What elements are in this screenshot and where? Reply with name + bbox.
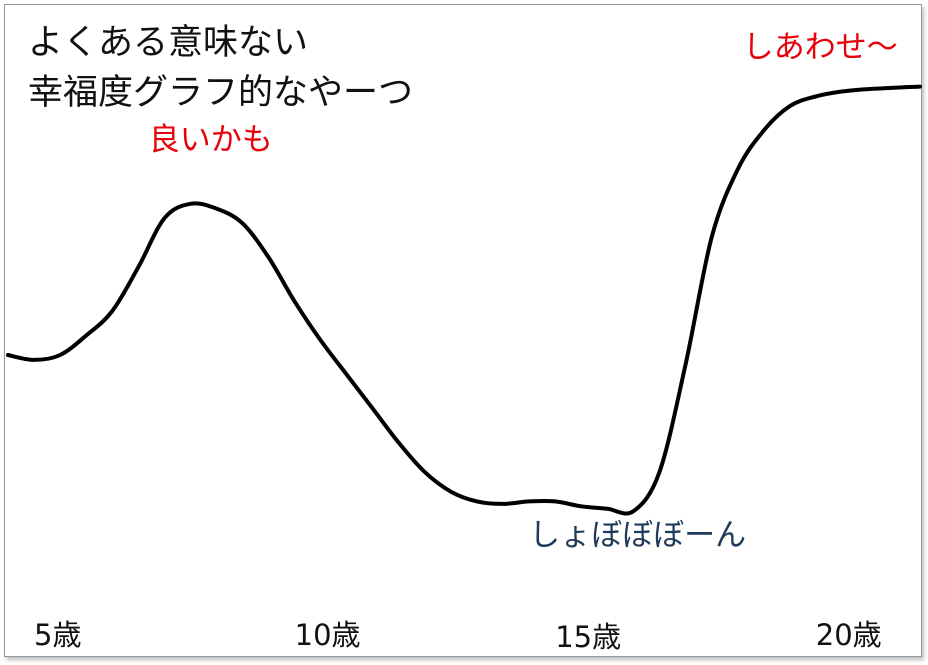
- series-layer: [6, 84, 922, 516]
- x-tick-label: 15歳: [555, 620, 621, 654]
- chart-frame: [4, 4, 922, 657]
- x-tick-label: 5歳: [34, 618, 81, 652]
- x-tick-label: 10歳: [295, 618, 361, 652]
- annotation-label: 良いかも: [149, 122, 273, 158]
- annotation-label: しあわせ〜: [743, 29, 898, 65]
- chart-title-line-2: 幸福度グラフ的なやーつ: [28, 73, 414, 113]
- chart-title: よくある意味ない 幸福度グラフ的なやーつ: [28, 18, 413, 118]
- happiness-line-series: [6, 84, 922, 516]
- x-tick-labels: 5歳 10歳 15歳 20歳: [34, 618, 882, 654]
- x-tick-label: 20歳: [816, 618, 882, 652]
- chart-title-line-1: よくある意味ない: [28, 23, 309, 63]
- annotation-label: しょぼぼぼーん: [529, 517, 746, 553]
